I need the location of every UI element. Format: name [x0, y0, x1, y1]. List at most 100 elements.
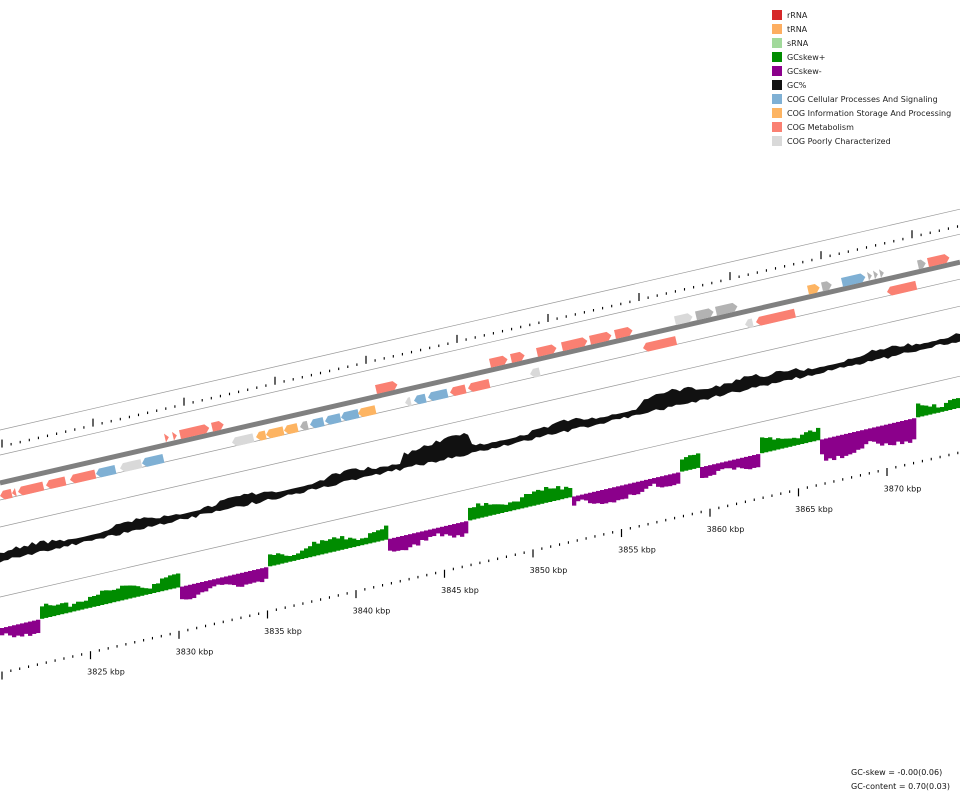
gc-skew-positive-bar	[80, 601, 85, 610]
gc-skew-positive-bar	[772, 439, 777, 451]
gc-skew-positive-bar	[172, 574, 177, 589]
legend-item-gcskew-pos: GCskew+	[772, 50, 951, 64]
gc-skew-positive-bar	[68, 606, 73, 613]
gc-skew-negative-bar	[888, 423, 893, 446]
gc-skew-positive-bar	[956, 398, 960, 409]
gene-reverse	[284, 423, 299, 435]
gc-skew-negative-bar	[456, 523, 461, 536]
gc-skew-positive-bar	[324, 540, 329, 554]
gc-skew-negative-bar	[216, 578, 221, 585]
gc-skew-negative-bar	[24, 622, 29, 634]
gene-forward	[926, 254, 950, 267]
gc-skew-positive-bar	[372, 532, 377, 543]
gc-skew-negative-bar	[892, 422, 897, 446]
gene-reverse	[18, 481, 45, 496]
gene-forward	[694, 308, 714, 321]
gc-skew-negative-bar	[236, 573, 241, 587]
gc-skew-positive-bar	[132, 585, 137, 598]
gene-forward	[588, 331, 612, 345]
gc-skew-negative-bar	[700, 467, 705, 478]
gc-skew-negative-bar	[828, 437, 833, 459]
gc-skew-positive-bar	[568, 488, 573, 498]
gc-skew-positive-bar	[536, 489, 541, 505]
gc-skew-positive-bar	[144, 588, 149, 595]
gc-skew-positive-bar	[108, 590, 113, 604]
gc-skew-negative-bar	[672, 473, 677, 486]
inner-tick-ring	[1, 451, 959, 680]
gc-skew-negative-bar	[604, 489, 609, 504]
ring-line	[0, 233, 960, 456]
gc-skew-positive-bar	[44, 603, 49, 618]
gc-skew-positive-bar	[684, 457, 689, 471]
gc-skew-negative-bar	[712, 464, 717, 475]
legend-item-gcskew-neg: GCskew-	[772, 64, 951, 78]
gc-skew-positive-bar	[136, 586, 141, 597]
gc-skew-positive-bar	[40, 606, 45, 619]
gc-skew-positive-bar	[928, 406, 933, 415]
gene-reverse	[325, 413, 342, 425]
gc-skew-positive-bar	[280, 554, 285, 564]
gc-skew-negative-bar	[396, 536, 401, 551]
gc-skew-positive-bar	[540, 490, 545, 504]
gene-reverse	[0, 488, 13, 500]
gc-skew-negative-bar	[576, 495, 581, 502]
gc-content-stat: GC-content = 0.70(0.03)	[851, 782, 950, 791]
gc-skew-positive-bar	[88, 596, 93, 608]
gc-skew-negative-bar	[676, 472, 681, 484]
kbp-labels: 3825 kbp 3830 kbp 3835 kbp 3840 kbp 3845 kbp…	[87, 484, 921, 676]
gc-skew-negative-bar	[896, 421, 901, 442]
gc-skew-negative-bar	[644, 479, 649, 489]
gc-skew-negative-bar	[192, 583, 197, 599]
gc-skew-negative-bar	[716, 463, 721, 471]
gene-forward	[916, 259, 926, 270]
gc-skew-positive-bar	[52, 605, 57, 617]
gc-skew-negative-bar	[572, 496, 577, 506]
gc-skew-negative-bar	[408, 534, 413, 548]
gc-skew-positive-bar	[344, 539, 349, 549]
gc-skew-negative-bar	[224, 576, 229, 585]
gc-skew-negative-bar	[748, 455, 753, 470]
gene-reverse	[643, 336, 678, 352]
kbp-label: 3830 kbp	[176, 647, 214, 656]
kbp-label: 3825 kbp	[87, 668, 125, 677]
gc-skew-negative-bar	[200, 582, 205, 593]
gc-skew-negative-bar	[208, 580, 213, 589]
gc-skew-negative-bar	[28, 621, 33, 636]
gc-skew-positive-bar	[116, 588, 121, 602]
gc-skew-positive-bar	[288, 556, 293, 562]
gene-reverse	[450, 384, 467, 396]
gc-skew-negative-bar	[848, 432, 853, 455]
gc-skew-negative-bar	[884, 424, 889, 444]
gc-skew-positive-bar	[384, 525, 389, 540]
gene-forward	[163, 433, 169, 443]
gc-skew-negative-bar	[844, 433, 849, 456]
gene-track	[0, 254, 950, 500]
gene-forward	[613, 327, 633, 339]
gene-reverse	[756, 308, 796, 326]
gc-skew-positive-bar	[796, 438, 801, 445]
gc-skew-negative-bar	[872, 427, 877, 442]
gc-skew-negative-bar	[436, 527, 441, 534]
gc-skew-negative-bar	[608, 488, 613, 503]
gc-skew-negative-bar	[840, 434, 845, 459]
gc-skew-positive-bar	[552, 488, 557, 501]
gc-skew-negative-bar	[184, 585, 189, 600]
kbp-label: 3840 kbp	[353, 607, 391, 616]
legend: rRNA tRNA sRNA GCskew+ GCskew- GC% COG C…	[772, 8, 951, 148]
outer-tick-ring	[1, 225, 959, 448]
gene-reverse	[256, 430, 267, 441]
gc-skew-positive-bar	[476, 503, 481, 519]
gc-skew-negative-bar	[660, 476, 665, 488]
gc-skew-negative-bar	[424, 530, 429, 541]
gene-reverse	[12, 487, 17, 497]
gc-skew-negative-bar	[628, 483, 633, 495]
gc-skew-negative-bar	[8, 626, 13, 636]
legend-item-trna: tRNA	[772, 22, 951, 36]
gc-skew-positive-bar	[768, 437, 773, 452]
gc-skew-negative-bar	[640, 480, 645, 492]
gene-reverse	[468, 379, 491, 392]
gc-skew-negative-bar	[256, 569, 261, 582]
gc-skew-negative-bar	[20, 623, 25, 637]
gc-skew-negative-bar	[904, 420, 909, 442]
gene-forward	[820, 281, 832, 292]
